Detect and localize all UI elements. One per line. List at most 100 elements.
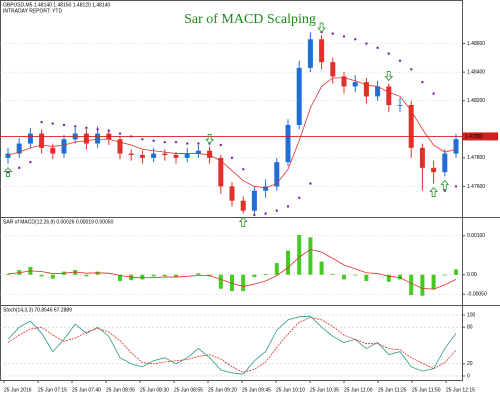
histogram-bar — [140, 274, 145, 280]
candle-body — [117, 139, 123, 154]
sar-dot — [376, 46, 379, 50]
histogram-bar — [420, 274, 425, 296]
sar-dot — [264, 212, 267, 215]
candle-body — [285, 125, 291, 163]
time-label: 25 Jun 08:05 — [106, 387, 135, 393]
y-tick-label: 20 — [467, 361, 473, 367]
histogram-bar — [431, 274, 436, 290]
histogram-bar — [196, 273, 201, 275]
y-tick-label: 80 — [467, 325, 473, 331]
time-label: 25 Jun 08:55 — [174, 387, 203, 393]
sar-dot — [29, 160, 32, 164]
histogram-bar — [241, 274, 246, 292]
stoch-label: Stoch(14,3,3) 70.8546 67.2889 — [3, 307, 72, 313]
candle-body — [16, 143, 22, 154]
histogram-bar — [308, 237, 313, 275]
candle-body — [61, 139, 67, 154]
price-label: 1.47950 — [465, 134, 483, 140]
candle-body — [307, 39, 313, 68]
sar-dot — [74, 125, 77, 128]
candle-body — [5, 153, 11, 158]
sar-dot — [454, 185, 458, 188]
candle-body — [39, 133, 45, 148]
sar-dot — [275, 209, 278, 212]
candle-body — [27, 133, 33, 144]
sar-dot — [197, 142, 200, 145]
sar-dot — [85, 126, 88, 130]
sar-dot — [354, 38, 357, 41]
sar-dot — [331, 32, 334, 35]
candle-body — [95, 133, 101, 144]
candle-body — [184, 153, 190, 158]
candle-body — [263, 186, 269, 191]
sar-dot — [286, 205, 290, 208]
histogram-bar — [442, 274, 447, 276]
time-label: 25 Jun 08:30 — [140, 387, 169, 393]
sar-dot — [186, 142, 189, 145]
histogram-bar — [342, 274, 346, 280]
y-tick-label: 1.48200 — [467, 98, 485, 104]
signal-arrow — [317, 22, 326, 33]
candle-body — [139, 155, 145, 158]
candle-body — [431, 167, 437, 173]
sar-dot — [421, 80, 424, 84]
sar-dot — [6, 170, 10, 174]
histogram-bar — [84, 274, 89, 277]
sar-dot — [107, 129, 111, 132]
sar-dot — [219, 143, 222, 147]
candle-body — [83, 133, 89, 144]
candle-body — [162, 153, 168, 155]
sar-dot — [242, 168, 245, 171]
sar-dot — [163, 140, 166, 144]
sar-dot — [62, 123, 66, 127]
time-label: 25 Jun 09:20 — [208, 387, 237, 393]
candle-body — [251, 190, 257, 211]
signal-arrow — [440, 179, 450, 190]
plot-frame — [0, 0, 463, 381]
candle-body — [341, 76, 347, 87]
y-tick-label: 100 — [467, 312, 476, 318]
time-label: 25 Jun 12:15 — [446, 387, 475, 393]
y-tick-label: 0 — [467, 373, 470, 379]
candle-body — [151, 153, 157, 158]
sar-dot — [40, 120, 43, 124]
candle-body — [386, 86, 392, 105]
candle-body — [128, 153, 134, 155]
candle-body — [274, 162, 280, 187]
sar-dot — [118, 132, 122, 135]
signal-arrow — [3, 166, 13, 177]
candle-body — [173, 155, 179, 158]
histogram-bar — [39, 274, 44, 277]
candle-body — [296, 67, 302, 125]
indicator-line — [7, 77, 457, 189]
candle-body — [375, 86, 381, 97]
sar-dot — [174, 140, 178, 144]
histogram-bar — [409, 274, 414, 295]
histogram-bar — [263, 273, 268, 275]
histogram-bar — [162, 274, 167, 277]
price-box — [462, 132, 498, 141]
candle-body — [352, 82, 358, 87]
candle-body — [330, 62, 336, 77]
sar-dot — [253, 213, 256, 217]
time-label: 25 Jun 11:00 — [344, 387, 373, 393]
sar-dot — [298, 196, 301, 200]
histogram-bar — [151, 274, 156, 277]
candle-body — [195, 150, 201, 154]
time-label: 25 Jun 11:25 — [378, 387, 407, 393]
y-tick-label: 1.48400 — [467, 69, 485, 75]
histogram-bar — [252, 274, 257, 278]
y-tick-label: 0.00 — [467, 272, 477, 278]
time-label: 25 Jun 09:45 — [242, 387, 271, 393]
candle-body — [453, 139, 459, 154]
time-label: 25 Jun 07:15 — [38, 387, 67, 393]
histogram-bar — [353, 274, 358, 276]
histogram-bar — [364, 274, 369, 281]
candle-body — [207, 150, 213, 158]
sar-dot — [18, 166, 21, 170]
indicator-line — [7, 315, 457, 375]
histogram-bar — [319, 261, 324, 275]
signal-arrow — [205, 134, 214, 145]
